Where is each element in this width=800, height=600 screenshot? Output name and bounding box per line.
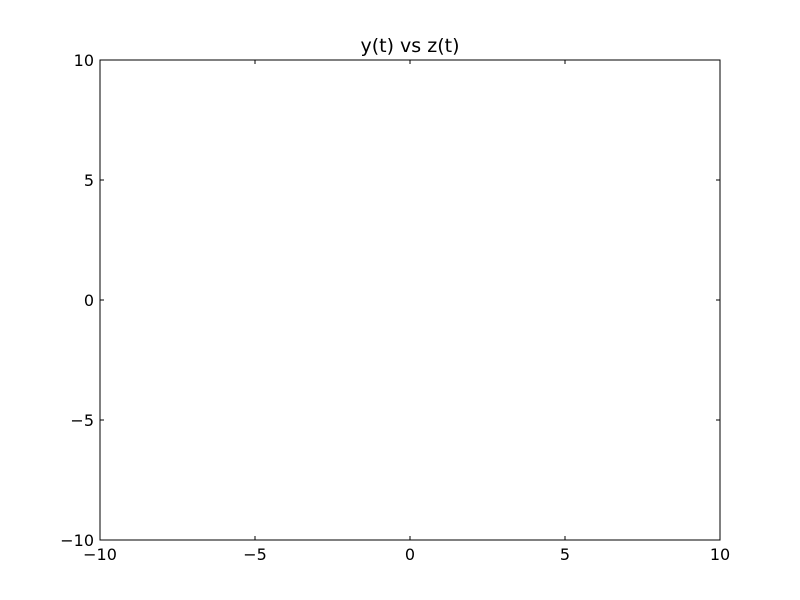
plot-area-frame (99, 59, 721, 541)
y-tick-label: 10 (74, 51, 94, 70)
x-tick-label: 10 (710, 545, 730, 564)
x-tick-label: 0 (405, 545, 415, 564)
x-tick-label: −10 (83, 545, 117, 564)
y-tick-label: 0 (84, 291, 94, 310)
y-tick-label: −5 (70, 411, 94, 430)
y-tick-label: −10 (60, 531, 94, 550)
y-tick-label: 5 (84, 171, 94, 190)
plot-area-background (100, 60, 720, 540)
x-tick-label: −5 (243, 545, 267, 564)
y-axis-ticks: −10 −5 0 5 10 (60, 51, 720, 550)
chart-title: y(t) vs z(t) (361, 35, 460, 57)
x-tick-label: 5 (560, 545, 570, 564)
